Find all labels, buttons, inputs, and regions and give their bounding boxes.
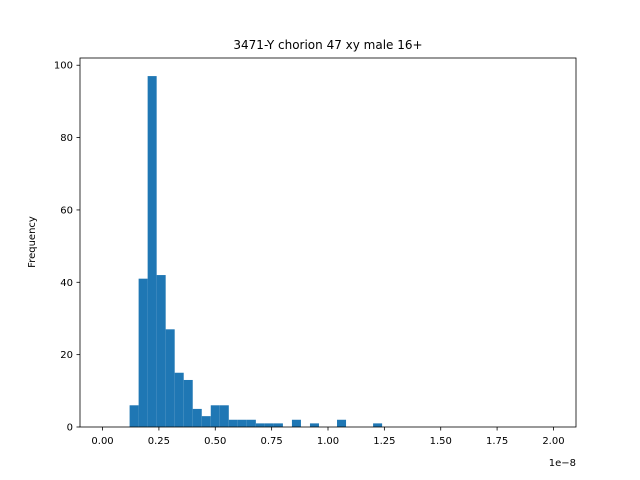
y-tick-label: 100 xyxy=(54,61,73,72)
x-offset-label: 1e−8 xyxy=(549,458,576,469)
histogram-bar xyxy=(138,278,148,427)
x-tick-label: 0.75 xyxy=(261,436,283,447)
x-tick-label: 2.00 xyxy=(542,436,564,447)
histogram-bar xyxy=(255,423,265,427)
histogram-bar xyxy=(192,408,202,427)
y-axis: 0 20 40 60 80 100 xyxy=(54,61,80,434)
histogram-bar xyxy=(309,423,319,427)
x-axis: 0.00 0.25 0.50 0.75 1.00 1.25 1.50 1.75 2.00 xyxy=(91,427,565,447)
histogram-bar xyxy=(237,419,247,427)
x-tick-label: 1.50 xyxy=(430,436,452,447)
x-tick-label: 0.00 xyxy=(91,436,113,447)
histogram-bar xyxy=(129,405,139,427)
histogram-bar xyxy=(273,423,283,427)
y-axis-label: Frequency xyxy=(27,216,38,268)
histogram-bar xyxy=(337,419,347,427)
y-tick-label: 40 xyxy=(60,278,73,289)
histogram-bar xyxy=(183,379,193,427)
y-tick-label: 0 xyxy=(67,423,73,434)
y-tick-label: 60 xyxy=(60,205,73,216)
histogram-bar xyxy=(147,76,157,427)
x-tick-label: 0.25 xyxy=(148,436,170,447)
x-tick-label: 1.00 xyxy=(317,436,339,447)
histogram-bar xyxy=(156,275,166,427)
histogram-bar xyxy=(246,419,256,427)
histogram-bar xyxy=(174,372,184,427)
histogram-bar xyxy=(210,405,220,427)
x-tick-label: 1.25 xyxy=(373,436,395,447)
histogram-bar xyxy=(291,419,301,427)
histogram-bar xyxy=(219,405,229,427)
histogram-bar xyxy=(373,423,383,427)
bars-group xyxy=(129,76,383,427)
y-tick-label: 20 xyxy=(60,350,73,361)
histogram-bar xyxy=(228,419,238,427)
x-tick-label: 1.75 xyxy=(486,436,508,447)
x-tick-label: 0.50 xyxy=(204,436,226,447)
histogram-bar xyxy=(201,416,211,427)
histogram-bar xyxy=(264,423,274,427)
y-tick-label: 80 xyxy=(60,133,73,144)
chart-title: 3471-Y chorion 47 xy male 16+ xyxy=(233,38,422,52)
histogram-bar xyxy=(165,329,175,427)
